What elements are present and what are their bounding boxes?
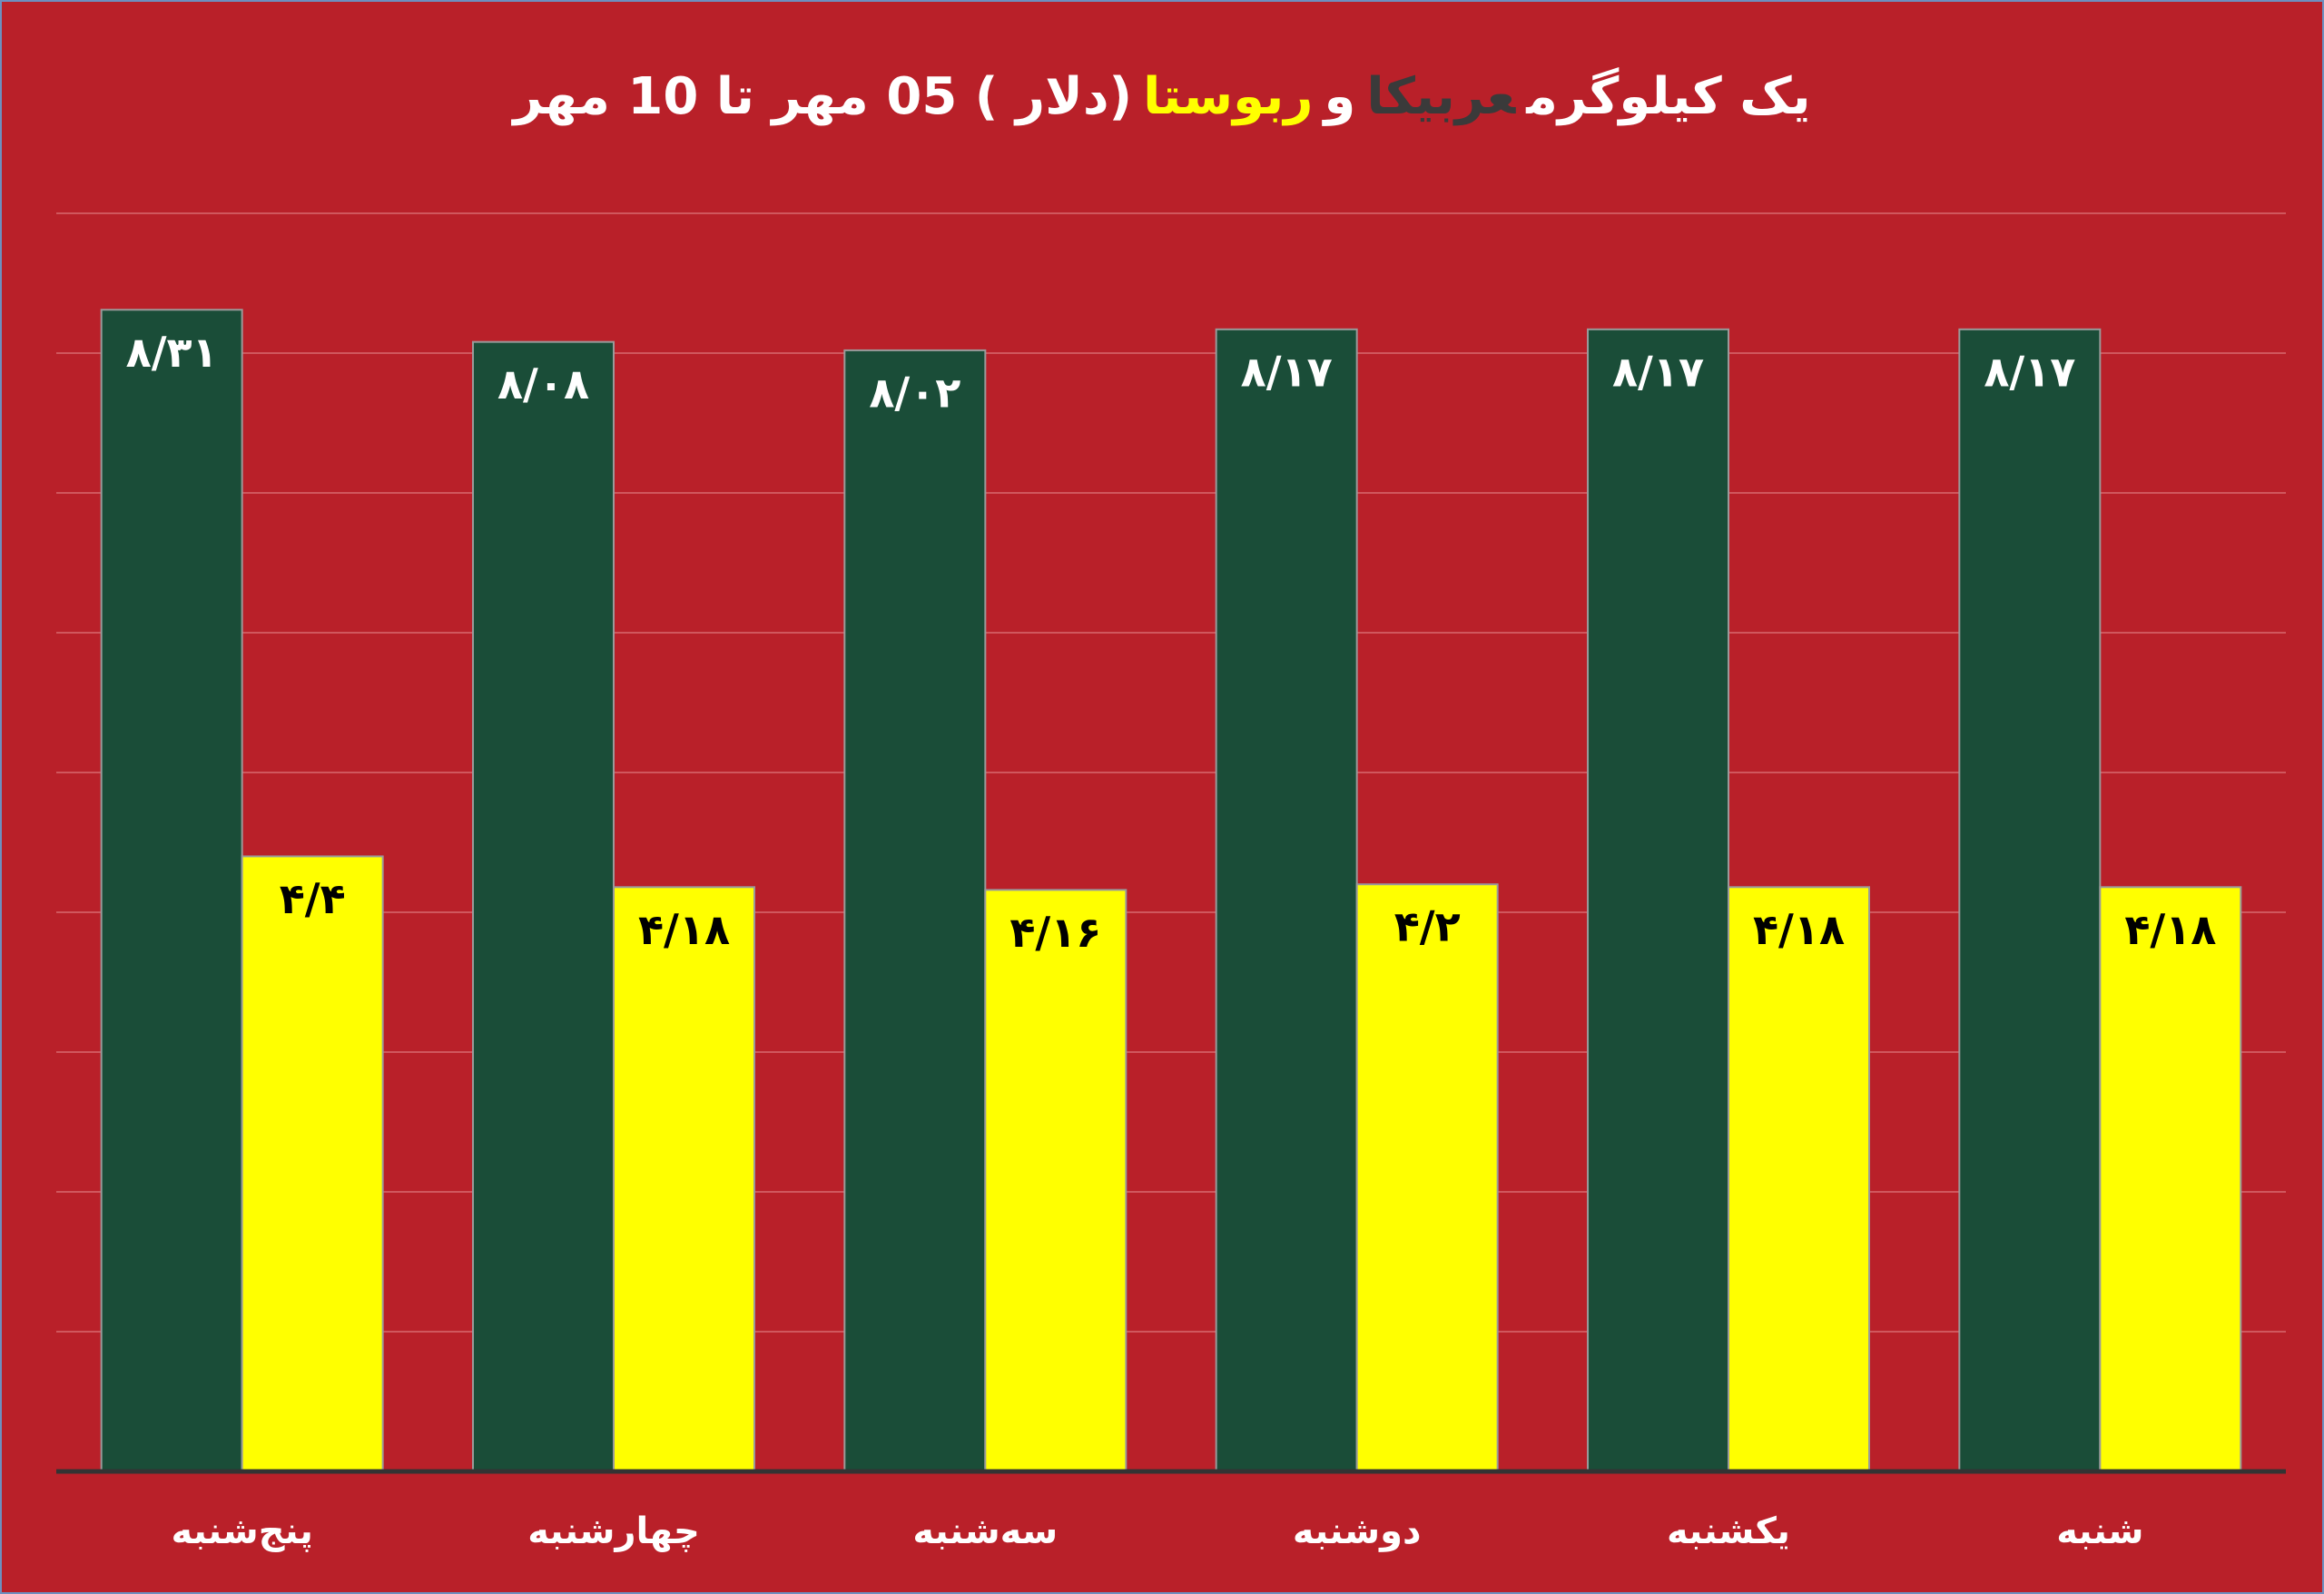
value-label: ۴/۲ [1394,902,1461,951]
bar [1728,886,1870,1472]
value-label: ۸/۰۲ [869,368,960,417]
value-label: ۴/۱۶ [1009,908,1101,957]
bar [472,340,615,1472]
bar [1958,328,2102,1473]
bar [1587,328,1729,1473]
value-label: ۴/۱۸ [1753,905,1845,954]
x-tick-label: سه‌شنبه [912,1510,1058,1552]
x-tick-label: یکشنبه [1667,1510,1790,1552]
value-label: ۴/۴ [280,874,346,923]
x-tick-label: دوشنبه [1293,1510,1422,1552]
value-label: ۸/۱۷ [1612,347,1704,396]
bar [1215,328,1358,1473]
x-tick-label: پنج‌شنبه [171,1510,312,1552]
title-series: عربیکا [1366,67,1516,126]
chart-title: یک کیلوگرمعربیکاوربوستا(دلار ) 05 مهر تا… [2,67,2322,126]
bar [1355,883,1499,1472]
value-label: ۸/۱۷ [1241,347,1333,396]
value-label: ۸/۰۸ [497,359,589,408]
title-part: یک کیلوگرم [1526,67,1811,126]
value-label: ۸/۳۱ [126,328,218,377]
title-part: و [1324,67,1356,126]
title-part: (دلار ) 05 مهر تا 10 مهر [513,67,1133,126]
value-label: ۴/۱۸ [2124,905,2216,954]
x-tick-label: شنبه [2056,1510,2143,1552]
bar [613,886,755,1472]
value-label: ۴/۱۸ [638,905,730,954]
value-label: ۸/۱۷ [1984,347,2075,396]
bar [241,855,384,1472]
bar [984,889,1128,1472]
title-series: ربوستا [1143,67,1314,126]
bar [100,309,243,1472]
bar [843,349,987,1472]
x-tick-label: چهارشنبه [527,1510,700,1552]
bar [2099,886,2242,1472]
